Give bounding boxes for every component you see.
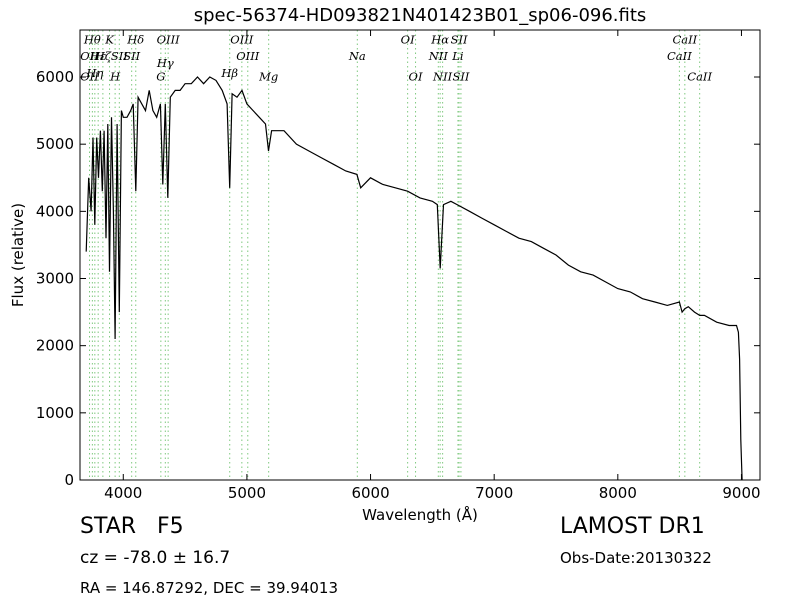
line-label: SII	[452, 69, 469, 83]
line-label: SII	[111, 49, 128, 63]
line-label: Hθ	[83, 32, 101, 46]
line-label: OII	[80, 69, 99, 83]
y-axis: 0 1000 2000 3000 4000 5000 6000	[36, 68, 760, 489]
spectrum-line	[85, 76, 743, 481]
coordinates: RA = 146.87292, DEC = 39.94013	[80, 579, 339, 597]
line-label: G	[156, 69, 165, 83]
x-axis: 4000 5000 6000 7000 8000 9000	[104, 30, 761, 502]
line-label: Hβ	[220, 66, 238, 80]
line-markers	[89, 30, 701, 480]
y-tick-label: 0	[64, 471, 74, 489]
line-label: Hδ	[126, 32, 144, 46]
x-tick-label: 8000	[599, 484, 637, 502]
x-tick-label: 4000	[104, 484, 142, 502]
y-tick-label: 4000	[36, 202, 74, 220]
redshift-value: cz = -78.0 ± 16.7	[80, 548, 231, 568]
y-tick-label: 6000	[36, 68, 74, 86]
chart-title: spec-56374-HD093821N401423B01_sp06-096.f…	[193, 5, 647, 26]
y-tick-label: 3000	[36, 270, 74, 288]
line-label: CaII	[667, 49, 692, 63]
survey-name: LAMOST DR1	[560, 514, 705, 539]
line-label: Hη	[85, 66, 103, 80]
observation-date: Obs-Date:20130322	[560, 549, 712, 567]
line-label: Hε	[89, 49, 106, 63]
x-axis-label: Wavelength (Å)	[362, 505, 478, 524]
line-label: OII	[80, 49, 99, 63]
x-tick-label: 6000	[351, 484, 389, 502]
line-label: OIII	[236, 49, 260, 63]
x-tick-label: 5000	[228, 484, 266, 502]
line-label: SII	[123, 49, 140, 63]
x-tick-label: 9000	[722, 484, 760, 502]
line-label: Mg	[258, 69, 278, 83]
line-label: Hα	[430, 32, 449, 46]
line-label: OIII	[230, 32, 254, 46]
y-tick-label: 2000	[36, 337, 74, 355]
plot-frame	[79, 29, 761, 481]
x-tick-label: 7000	[475, 484, 513, 502]
line-label: Li	[451, 49, 464, 63]
line-label: H	[109, 69, 121, 83]
line-label: OIII	[157, 32, 181, 46]
line-label: Hζ	[94, 49, 112, 63]
line-label: NII	[428, 49, 449, 63]
y-tick-label: 1000	[36, 404, 74, 422]
line-label: Hγ	[156, 56, 174, 70]
y-tick-label: 5000	[36, 135, 74, 153]
line-label: CaII	[687, 69, 712, 83]
line-label: CaII	[672, 32, 697, 46]
line-label: NII	[432, 69, 453, 83]
y-axis-label: Flux (relative)	[9, 203, 27, 307]
line-label: OI	[409, 69, 423, 83]
line-label: OI	[401, 32, 415, 46]
line-label: K	[104, 32, 115, 46]
line-label: SII	[451, 32, 468, 46]
line-label: Na	[348, 49, 366, 63]
object-class: STAR F5	[80, 514, 184, 539]
line-labels: OIIOIIHθHηHεHζKHSIISIIHδGHγOIIIHβOIIIOII…	[80, 32, 712, 83]
